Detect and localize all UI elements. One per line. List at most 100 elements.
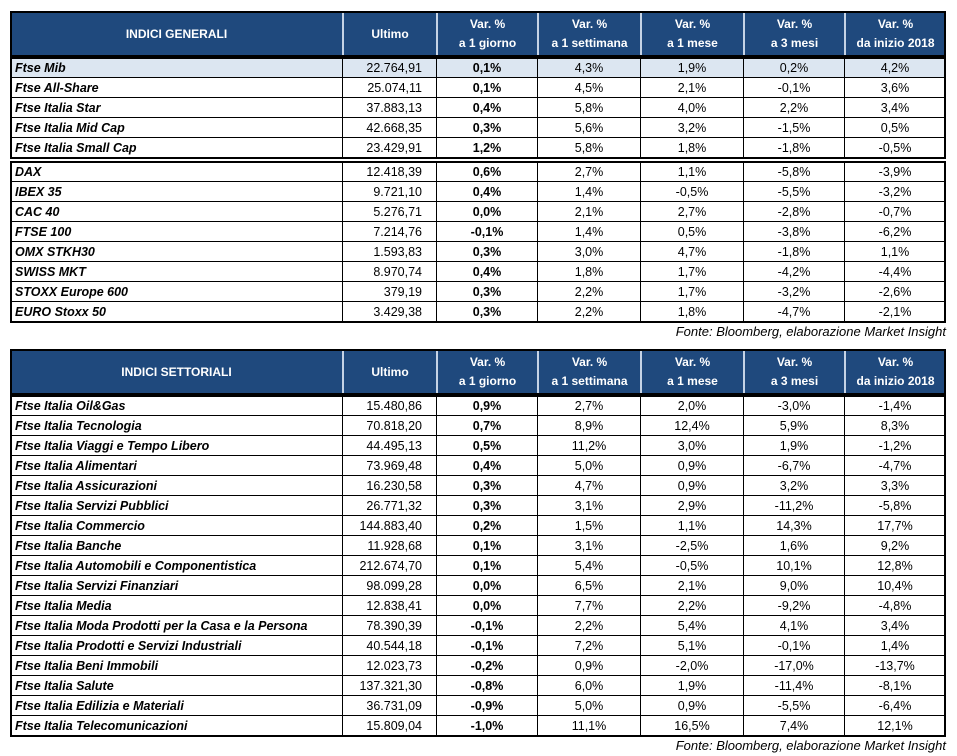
value-cell: 4,3%	[538, 58, 641, 78]
value-cell: 12,1%	[845, 716, 946, 736]
value-cell: 4,7%	[538, 476, 641, 496]
row-label: Ftse Italia Moda Prodotti per la Casa e …	[10, 616, 343, 636]
value-cell: -0,5%	[845, 138, 946, 158]
value-cell: 379,19	[343, 282, 437, 302]
header-text: a 3 mesi	[770, 374, 819, 388]
value-cell: 0,3%	[437, 302, 538, 322]
value-cell: 44.495,13	[343, 436, 437, 456]
value-cell: 144.883,40	[343, 516, 437, 536]
value-cell: 4,7%	[641, 242, 744, 262]
value-cell: -1,4%	[845, 396, 946, 416]
header-cell: INDICI GENERALI	[10, 11, 343, 57]
value-cell: -6,4%	[845, 696, 946, 716]
value-cell: -0,7%	[845, 202, 946, 222]
header-text: a 1 mese	[667, 36, 718, 50]
value-cell: 212.674,70	[343, 556, 437, 576]
value-cell: 3,1%	[538, 536, 641, 556]
value-cell: 0,7%	[437, 416, 538, 436]
header-text: Var. %	[776, 17, 813, 31]
value-cell: -0,2%	[437, 656, 538, 676]
value-cell: 2,9%	[641, 496, 744, 516]
row-label: STOXX Europe 600	[10, 282, 343, 302]
header-text: da inizio 2018	[856, 374, 935, 388]
header-cell: Var. % da inizio 2018	[845, 11, 946, 57]
value-cell: 3,4%	[845, 616, 946, 636]
value-cell: 1,9%	[641, 676, 744, 696]
value-cell: 2,7%	[538, 396, 641, 416]
value-cell: 1,6%	[744, 536, 845, 556]
value-cell: 0,1%	[437, 78, 538, 98]
header-text: a 1 settimana	[551, 374, 628, 388]
header-text: Var. %	[776, 355, 813, 369]
value-cell: 2,1%	[641, 576, 744, 596]
value-cell: -5,5%	[744, 182, 845, 202]
value-cell: 4,1%	[744, 616, 845, 636]
value-cell: -0,1%	[744, 78, 845, 98]
value-cell: 2,2%	[538, 616, 641, 636]
value-cell: -17,0%	[744, 656, 845, 676]
value-cell: 5.276,71	[343, 202, 437, 222]
row-label: Ftse Italia Commercio	[10, 516, 343, 536]
value-cell: 0,1%	[437, 556, 538, 576]
value-cell: -1,0%	[437, 716, 538, 736]
value-cell: -5,8%	[744, 162, 845, 182]
row-label: Ftse Italia Servizi Pubblici	[10, 496, 343, 516]
row-label: Ftse Italia Edilizia e Materiali	[10, 696, 343, 716]
header-text: a 1 giorno	[458, 374, 517, 388]
value-cell: 7,7%	[538, 596, 641, 616]
value-cell: 0,1%	[437, 58, 538, 78]
value-cell: 11,2%	[538, 436, 641, 456]
header-text: a 3 mesi	[770, 36, 819, 50]
header-text: Var. %	[877, 17, 914, 31]
value-cell: -1,8%	[744, 138, 845, 158]
value-cell: 1.593,83	[343, 242, 437, 262]
value-cell: 3,6%	[845, 78, 946, 98]
value-cell: 1,1%	[641, 162, 744, 182]
value-cell: -9,2%	[744, 596, 845, 616]
value-cell: -3,9%	[845, 162, 946, 182]
header-text: Var. %	[674, 355, 711, 369]
value-cell: -0,1%	[437, 636, 538, 656]
header-text: Var. %	[674, 17, 711, 31]
value-cell: 10,4%	[845, 576, 946, 596]
value-cell: 2,1%	[538, 202, 641, 222]
value-cell: 1,9%	[744, 436, 845, 456]
value-cell: 1,4%	[538, 182, 641, 202]
header-cell: Var. % da inizio 2018	[845, 349, 946, 395]
value-cell: 7,2%	[538, 636, 641, 656]
value-cell: -0,1%	[437, 616, 538, 636]
value-cell: -3,0%	[744, 396, 845, 416]
row-label: Ftse Italia Salute	[10, 676, 343, 696]
value-cell: 98.099,28	[343, 576, 437, 596]
value-cell: -2,5%	[641, 536, 744, 556]
value-cell: 1,4%	[845, 636, 946, 656]
value-cell: 5,1%	[641, 636, 744, 656]
value-cell: 0,5%	[641, 222, 744, 242]
value-cell: 8.970,74	[343, 262, 437, 282]
value-cell: 26.771,32	[343, 496, 437, 516]
value-cell: 5,4%	[641, 616, 744, 636]
value-cell: 0,4%	[437, 182, 538, 202]
row-label: Ftse Italia Mid Cap	[10, 118, 343, 138]
value-cell: 2,7%	[538, 162, 641, 182]
header-cell: Var. % a 1 giorno	[437, 11, 538, 57]
value-cell: 1,8%	[641, 138, 744, 158]
row-label: FTSE 100	[10, 222, 343, 242]
value-cell: 8,9%	[538, 416, 641, 436]
value-cell: 0,5%	[437, 436, 538, 456]
value-cell: 37.883,13	[343, 98, 437, 118]
value-cell: 3,2%	[744, 476, 845, 496]
row-label: Ftse Mib	[10, 58, 343, 78]
value-cell: 0,5%	[845, 118, 946, 138]
row-label: Ftse Italia Tecnologia	[10, 416, 343, 436]
value-cell: 137.321,30	[343, 676, 437, 696]
header-text: Var. %	[469, 355, 506, 369]
row-label: Ftse Italia Media	[10, 596, 343, 616]
header-cell: Var. % a 3 mesi	[744, 349, 845, 395]
row-label: Ftse Italia Oil&Gas	[10, 396, 343, 416]
row-label: Ftse Italia Viaggi e Tempo Libero	[10, 436, 343, 456]
value-cell: 4,2%	[845, 58, 946, 78]
header-cell: Var. % a 3 mesi	[744, 11, 845, 57]
value-cell: -13,7%	[845, 656, 946, 676]
value-cell: 23.429,91	[343, 138, 437, 158]
